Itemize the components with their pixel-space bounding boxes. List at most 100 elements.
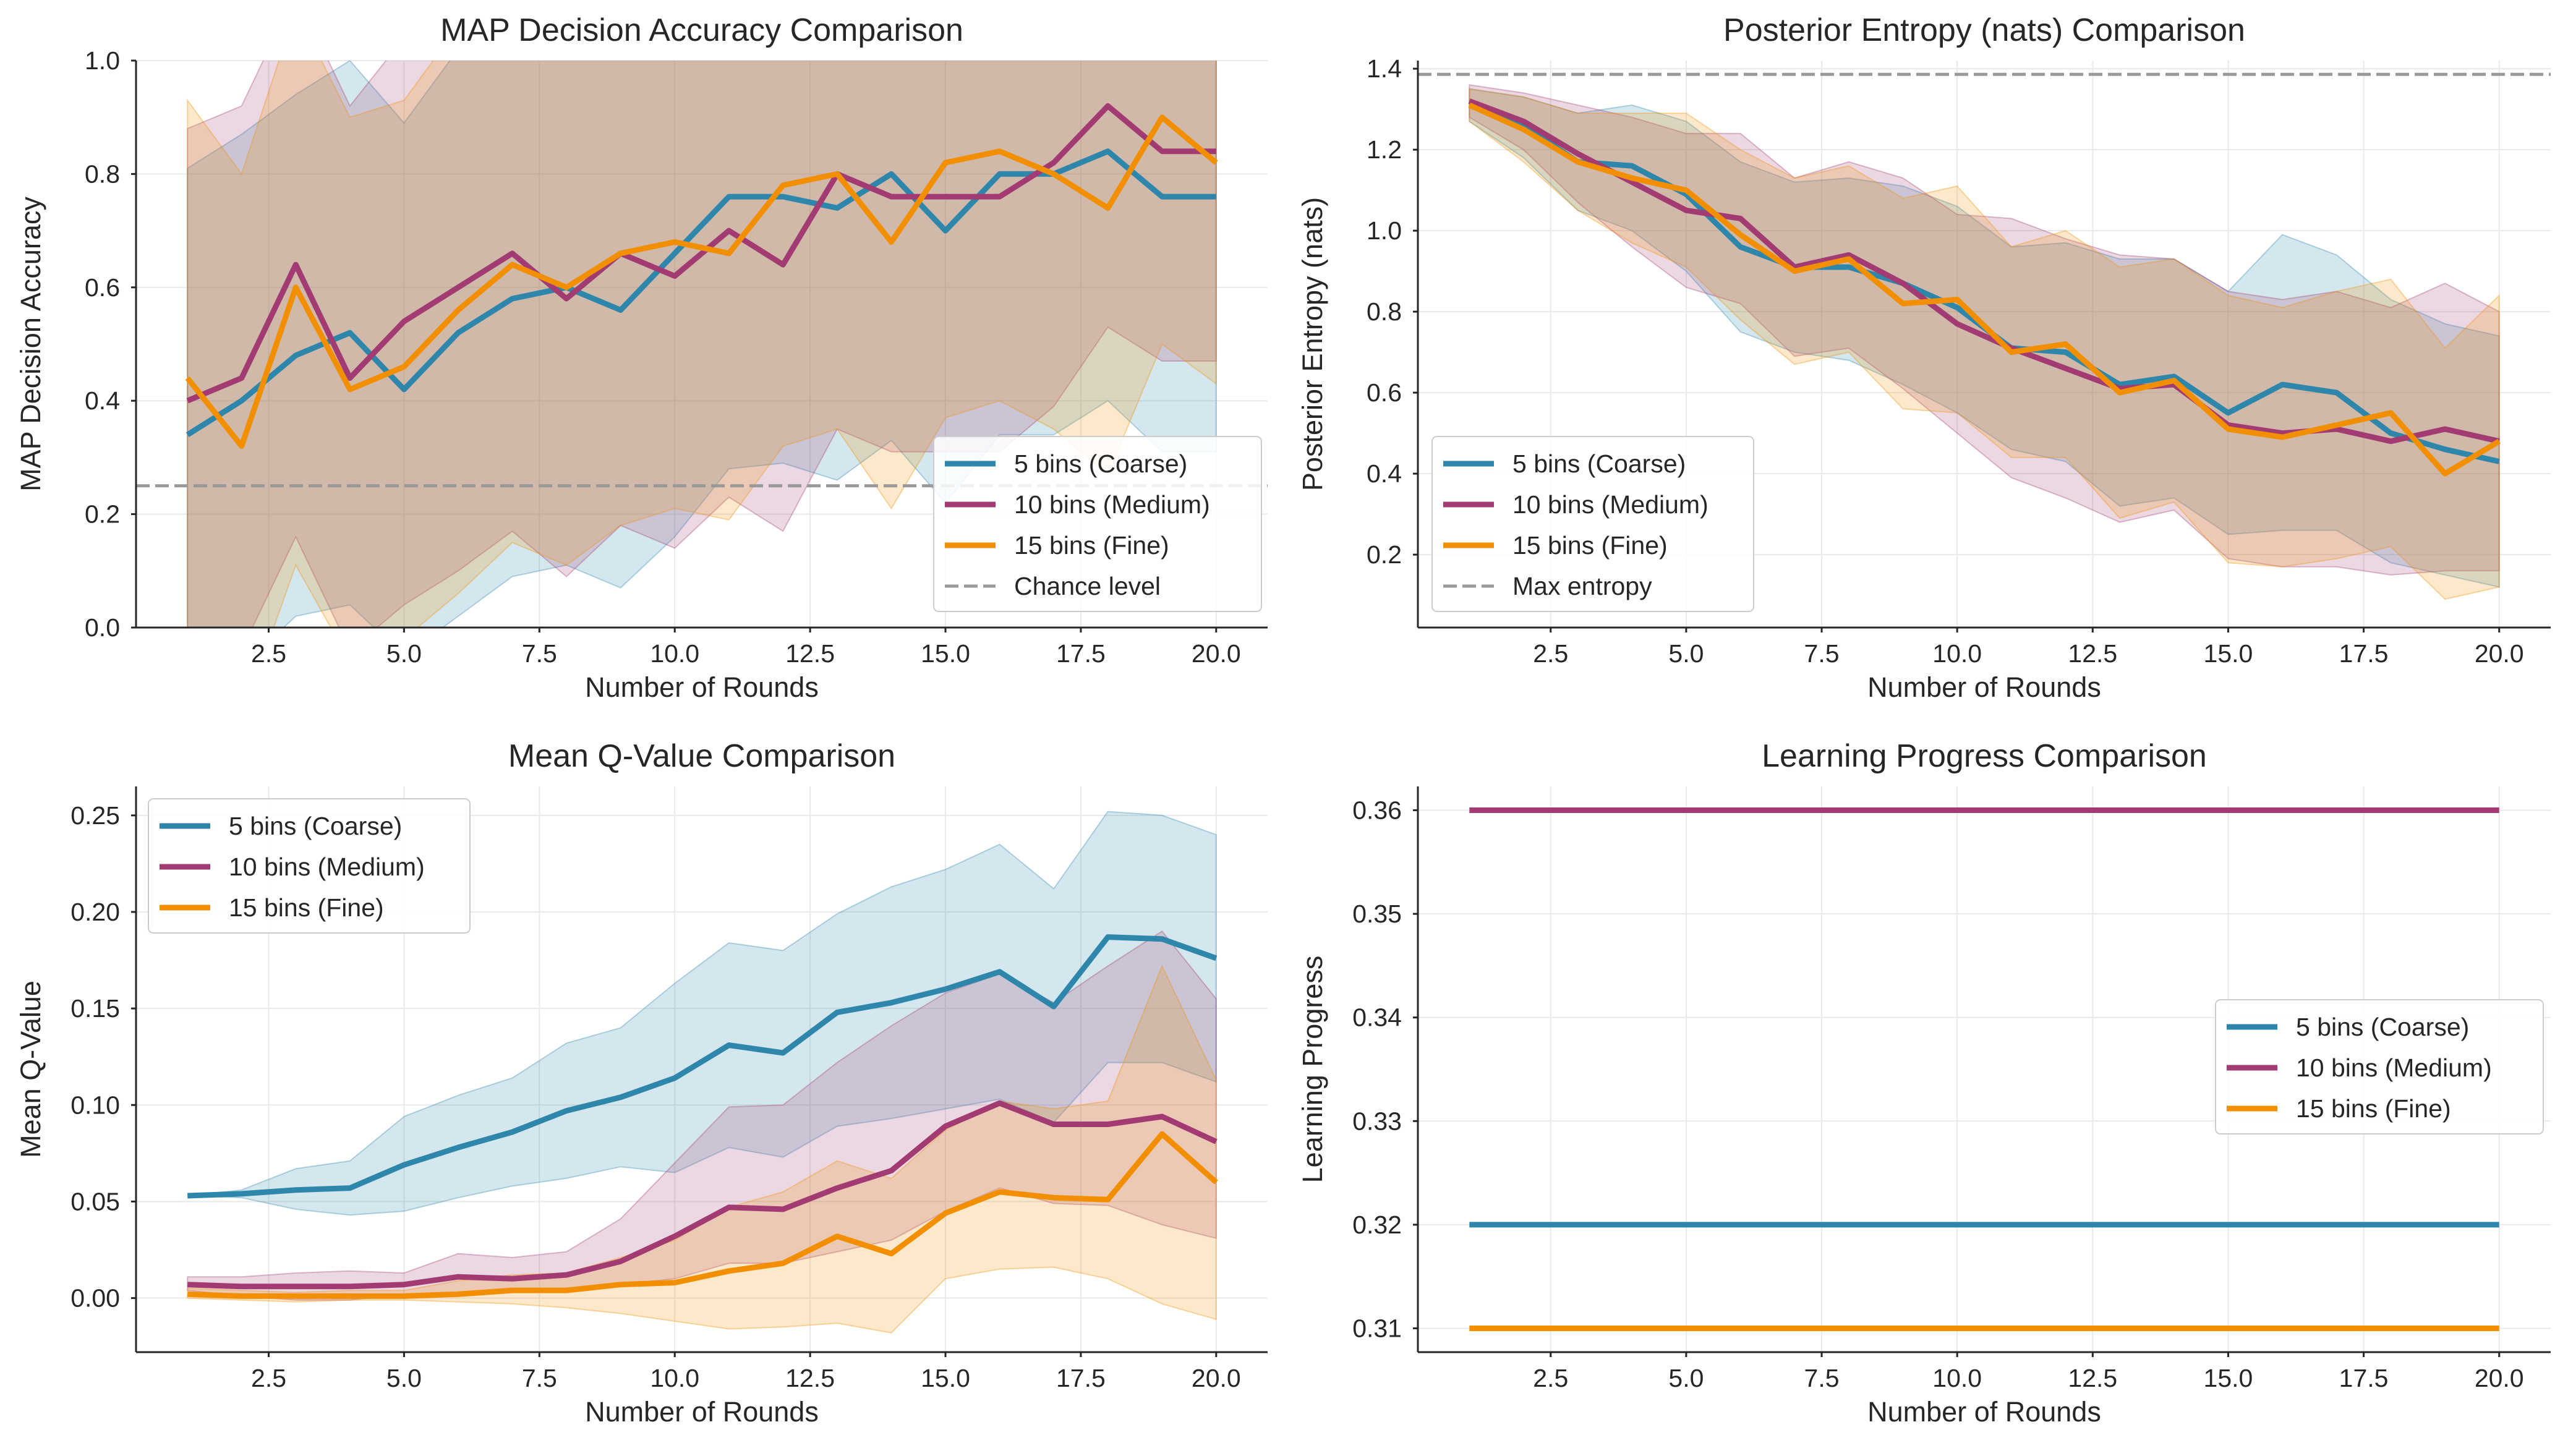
y-tick-label: 1.4 (1367, 54, 1402, 83)
y-tick-label: 0.8 (1367, 297, 1402, 326)
y-tick-label: 0.15 (70, 994, 120, 1023)
y-tick-label: 0.32 (1352, 1211, 1402, 1239)
x-tick-label: 7.5 (522, 1364, 557, 1392)
x-tick-label: 20.0 (1192, 639, 1241, 668)
legend-label: 15 bins (Fine) (229, 893, 384, 922)
x-tick-label: 5.0 (1668, 639, 1704, 668)
y-tick-label: 0.36 (1352, 796, 1402, 825)
y-tick-label: 0.35 (1352, 900, 1402, 928)
confidence-band-coarse (187, 811, 1217, 1216)
chart-panel-1: 2.5 5.0 7.5 10.0 12.5 15.0 17.5 20.0 0.0 0.2 0.4 0.… (15, 12, 1268, 703)
x-tick-label: 5.0 (1668, 1364, 1704, 1392)
legend-label: Chance level (1014, 572, 1161, 600)
y-tick-label: 0.8 (85, 160, 120, 188)
x-tick-label: 7.5 (1804, 639, 1840, 668)
x-tick-label: 2.5 (1533, 1364, 1568, 1392)
legend-frame (1431, 436, 1754, 612)
legend-label: 5 bins (Coarse) (1014, 449, 1187, 478)
y-tick-label: 0.33 (1352, 1107, 1402, 1135)
legend-label: 15 bins (Fine) (1014, 531, 1169, 560)
x-tick-label: 5.0 (386, 1364, 422, 1392)
series-line-fine (1468, 102, 2501, 477)
x-tick-label: 10.0 (650, 1364, 699, 1392)
x-axis-label: Number of Rounds (1867, 671, 2101, 703)
legend-frame (933, 436, 1262, 612)
x-axis-label: Number of Rounds (1867, 1396, 2101, 1428)
series-line-coarse (186, 148, 1216, 438)
y-axis-label: Learning Progress (1297, 956, 1328, 1183)
x-tick-label: 2.5 (251, 1364, 286, 1392)
legend-label: 10 bins (Medium) (229, 853, 425, 881)
x-tick-label: 17.5 (1056, 1364, 1106, 1392)
legend: 5 bins (Coarse) 10 bins (Medium) 15 bins (… (2215, 999, 2544, 1135)
legend-label: 5 bins (Coarse) (2296, 1013, 2469, 1041)
x-tick-label: 7.5 (522, 639, 557, 668)
chart-title: Posterior Entropy (nats) Comparison (1723, 12, 2245, 48)
legend-label: 15 bins (Fine) (2296, 1094, 2451, 1123)
x-tick-label: 12.5 (785, 639, 835, 668)
y-tick-label: 0.4 (85, 386, 120, 415)
legend-label: 10 bins (Medium) (1512, 490, 1708, 519)
y-tick-label: 0.20 (70, 898, 120, 926)
legend-label: 5 bins (Coarse) (1512, 449, 1686, 478)
y-tick-label: 0.4 (1367, 459, 1402, 488)
legend-label: Max entropy (1512, 572, 1652, 600)
y-axis-label: MAP Decision Accuracy (15, 197, 46, 492)
x-tick-label: 12.5 (2068, 639, 2117, 668)
y-tick-label: 0.2 (85, 500, 120, 529)
y-tick-label: 1.0 (85, 46, 120, 75)
y-tick-label: 0.34 (1352, 1003, 1402, 1032)
y-tick-label: 0.0 (85, 613, 120, 642)
x-axis-label: Number of Rounds (585, 1396, 819, 1428)
chart-title: MAP Decision Accuracy Comparison (440, 12, 963, 48)
y-tick-label: 0.31 (1352, 1314, 1402, 1342)
x-tick-label: 2.5 (1533, 639, 1568, 668)
legend-label: 10 bins (Medium) (2296, 1054, 2492, 1082)
legend: 5 bins (Coarse) 10 bins (Medium) 15 bins (… (1431, 436, 1754, 612)
plot-area (1469, 807, 2499, 1331)
series-line-fine (187, 1131, 1218, 1299)
x-tick-label: 15.0 (921, 1364, 970, 1392)
plot-area (1418, 72, 2551, 600)
y-tick-label: 0.6 (85, 273, 120, 302)
legend: 5 bins (Coarse) 10 bins (Medium) 15 bins (… (148, 798, 471, 934)
legend-label: 5 bins (Coarse) (229, 812, 402, 840)
y-axis-label: Posterior Entropy (nats) (1297, 197, 1328, 491)
legend-label: 10 bins (Medium) (1014, 490, 1210, 519)
y-tick-label: 0.25 (70, 801, 120, 830)
series-line-coarse (187, 934, 1218, 1199)
x-tick-label: 10.0 (1932, 1364, 1982, 1392)
legend-frame (148, 798, 471, 934)
y-axis-label: Mean Q-Value (15, 981, 46, 1158)
x-tick-label: 7.5 (1804, 1364, 1840, 1392)
x-tick-label: 17.5 (2339, 1364, 2389, 1392)
legend-frame (2215, 999, 2544, 1135)
y-tick-label: 1.2 (1367, 135, 1402, 164)
y-tick-label: 0.2 (1367, 540, 1402, 569)
y-tick-label: 0.05 (70, 1187, 120, 1215)
chart-title: Mean Q-Value Comparison (508, 738, 895, 774)
x-tick-label: 5.0 (386, 639, 422, 668)
x-tick-label: 20.0 (1192, 1364, 1241, 1392)
legend-label: 15 bins (Fine) (1512, 531, 1668, 560)
series-line-medium (187, 1100, 1218, 1290)
x-tick-label: 20.0 (2475, 1364, 2524, 1392)
x-tick-label: 15.0 (921, 639, 970, 668)
x-tick-label: 12.5 (2068, 1364, 2117, 1392)
chart-title: Learning Progress Comparison (1762, 738, 2207, 774)
y-tick-label: 0.6 (1367, 378, 1402, 407)
plot-area (187, 811, 1218, 1334)
series-line-fine (185, 114, 1218, 449)
x-axis-label: Number of Rounds (585, 671, 819, 703)
y-tick-label: 0.00 (70, 1284, 120, 1313)
x-tick-label: 15.0 (2204, 639, 2253, 668)
y-tick-label: 0.10 (70, 1091, 120, 1119)
x-tick-label: 20.0 (2475, 639, 2524, 668)
x-tick-label: 2.5 (251, 639, 286, 668)
y-tick-label: 1.0 (1367, 216, 1402, 245)
x-tick-label: 17.5 (1056, 639, 1106, 668)
x-tick-label: 12.5 (785, 1364, 835, 1392)
x-tick-label: 15.0 (2204, 1364, 2253, 1392)
legend: 5 bins (Coarse) 10 bins (Medium) 15 bins (… (933, 436, 1262, 612)
